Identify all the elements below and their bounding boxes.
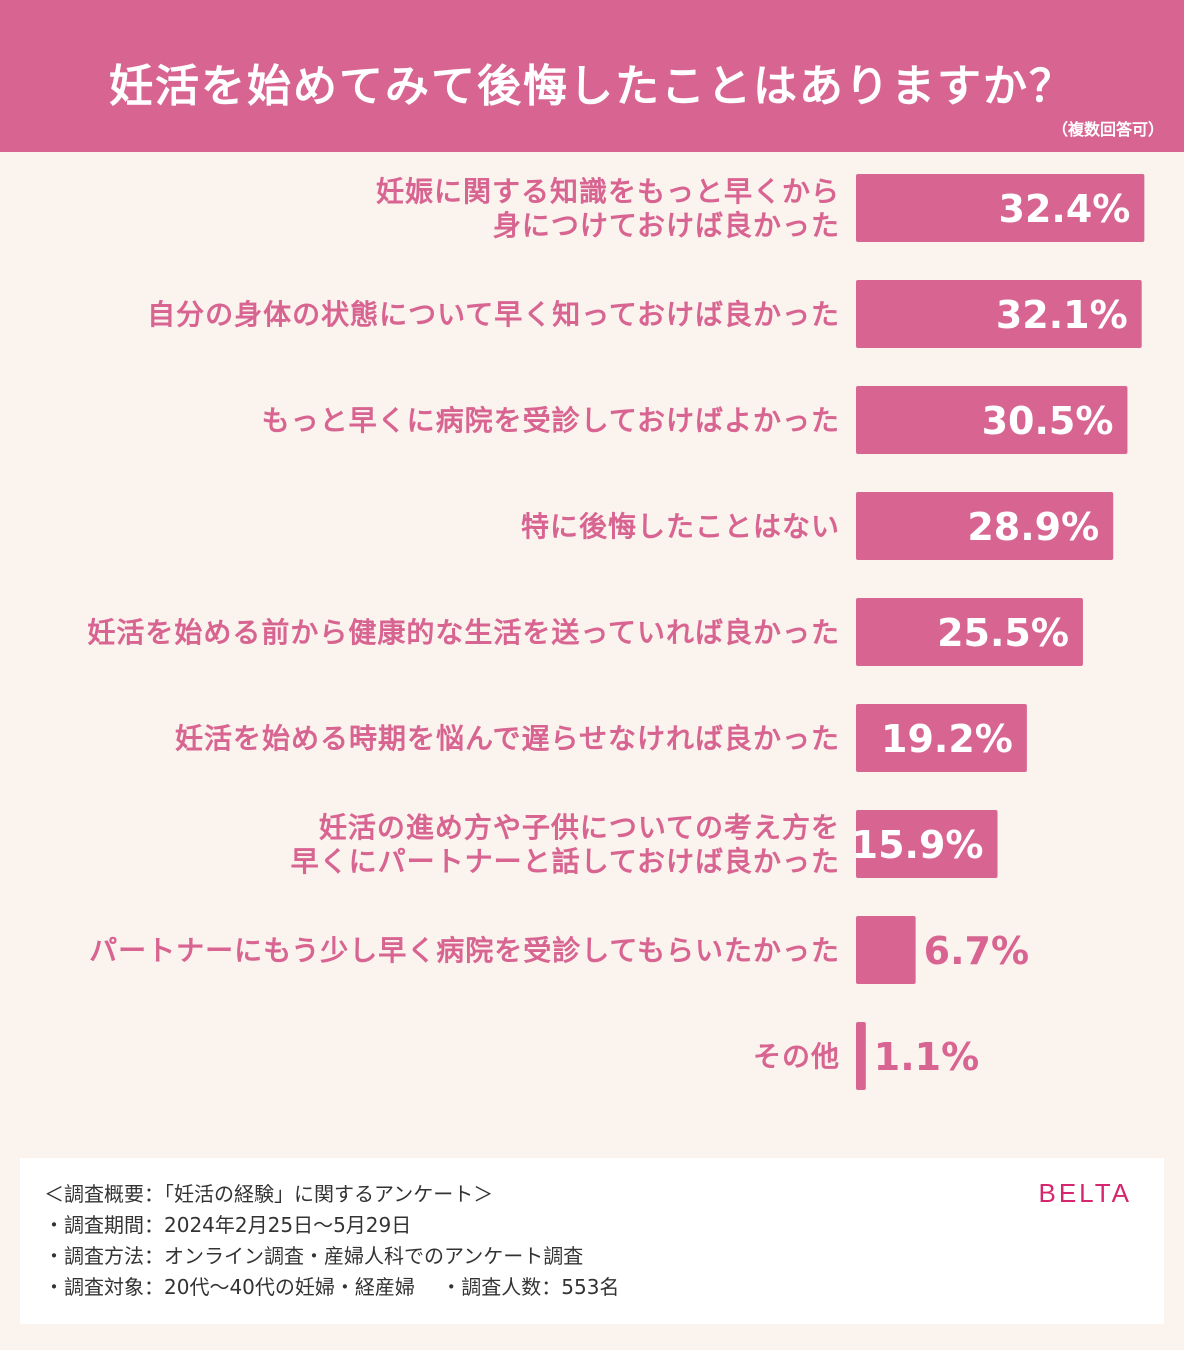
value-label-6: 15.9% [852, 823, 984, 867]
bar-6 [856, 810, 998, 878]
multiple-answer-note: （複数回答可） [1051, 120, 1164, 139]
bar-1 [856, 280, 1142, 348]
title-banner: 妊活を始めてみて後悔したことはありますか？ （複数回答可） [0, 0, 1184, 152]
survey-heading: ＜調査概要：「妊活の経験」に関するアンケート＞ [44, 1182, 494, 1206]
category-label-2: もっと早くに病院を受診しておけばよかった [262, 404, 840, 437]
bar-0 [856, 174, 1145, 242]
category-label-6-line-0: 妊活の進め方や子供についての考え方を [319, 811, 840, 844]
survey-period: ・調査期間：2024年2月25日〜5月29日 [44, 1213, 412, 1237]
page-title: 妊活を始めてみて後悔したことはありますか？ [109, 61, 1075, 112]
survey-overview-box: ＜調査概要：「妊活の経験」に関するアンケート＞ ・調査期間：2024年2月25日… [20, 1158, 1164, 1324]
survey-method: ・調査方法：オンライン調査・産婦人科でのアンケート調査 [44, 1244, 584, 1268]
value-label-0: 32.4% [999, 187, 1131, 231]
bar-7 [856, 916, 916, 984]
value-label-2: 30.5% [982, 399, 1114, 443]
bar-5 [856, 704, 1027, 772]
value-label-3: 28.9% [967, 505, 1099, 549]
category-label-3: 特に後悔したことはない [521, 510, 840, 543]
value-label-5: 19.2% [881, 717, 1013, 761]
value-label-1: 32.1% [996, 293, 1128, 337]
category-label-6-line-1: 早くにパートナーと話しておけば良かった [291, 845, 840, 878]
category-label-0-line-0: 妊娠に関する知識をもっと早くから [376, 175, 840, 208]
bar-4 [856, 598, 1083, 666]
brand-logo: BELTA [1038, 1178, 1132, 1208]
category-label-8: その他 [753, 1040, 840, 1073]
bar-8 [856, 1022, 866, 1090]
bar-2 [856, 386, 1128, 454]
value-label-8: 1.1% [874, 1035, 979, 1079]
category-label-1: 自分の身体の状態について早く知っておけば良かった [147, 298, 840, 331]
category-label-7: パートナーにもう少し早く病院を受診してもらいたかった [89, 934, 840, 967]
survey-target: ・調査対象：20代〜40代の妊婦・経産婦 ・調査人数：553名 [44, 1275, 620, 1299]
value-label-7: 6.7% [924, 929, 1029, 973]
category-label-5: 妊活を始める時期を悩んで遅らせなければ良かった [175, 722, 840, 755]
category-label-4: 妊活を始める前から健康的な生活を送っていれば良かった [87, 616, 840, 649]
bar-3 [856, 492, 1114, 560]
value-label-4: 25.5% [937, 611, 1069, 655]
category-label-0-line-1: 身につけておけば良かった [493, 209, 840, 242]
